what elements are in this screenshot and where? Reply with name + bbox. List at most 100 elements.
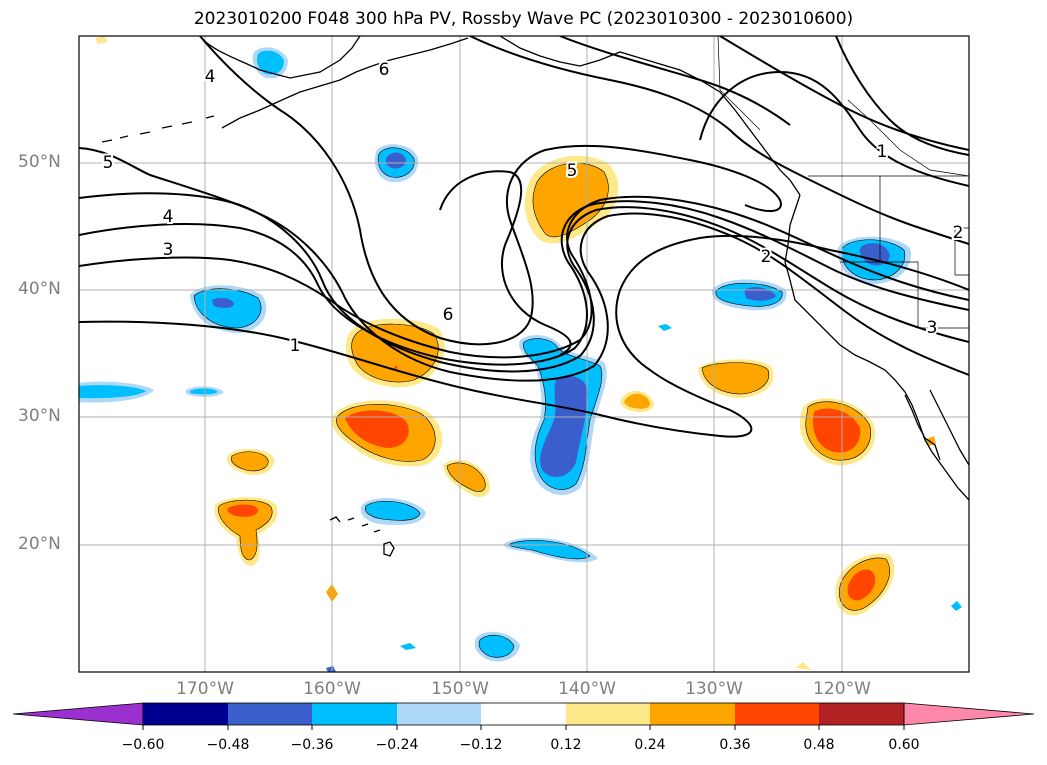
contour-label: 5 xyxy=(567,161,578,181)
anomaly-fill-layer xyxy=(79,36,962,672)
baja-peninsula xyxy=(904,394,941,461)
positive-anomaly xyxy=(218,500,273,560)
lat-tick-label: 20°N xyxy=(18,534,61,554)
colorbar-bin xyxy=(143,703,228,725)
coastlines xyxy=(101,36,969,557)
colorbar-frame xyxy=(142,702,905,726)
colorbar-under-arrow xyxy=(12,702,144,726)
colorbar-bin xyxy=(650,703,735,725)
pv-contour-7 xyxy=(469,36,969,245)
positive-anomaly-core xyxy=(812,408,861,453)
colorbar-label: −0.48 xyxy=(206,737,250,753)
negative-anomaly xyxy=(951,601,962,611)
colorbar-label: −0.12 xyxy=(459,737,503,753)
colorbar-bin xyxy=(566,703,650,725)
negative-anomaly xyxy=(79,385,146,399)
negative-anomaly xyxy=(194,288,262,328)
positive-anomaly xyxy=(95,36,108,44)
positive-anomaly-core xyxy=(394,365,398,370)
contour-labels: 1 2 3 3 4 4 5 5 6 6 1 2 xyxy=(101,58,966,358)
contour-label: 2 xyxy=(761,247,772,267)
hawaii-islands xyxy=(329,516,395,557)
negative-anomaly xyxy=(479,635,514,658)
colorbar xyxy=(12,702,1035,730)
colorbar-label: 0.48 xyxy=(803,737,835,753)
lon-tick-label: 120°W xyxy=(813,679,871,699)
positive-anomaly xyxy=(532,163,609,237)
negative-anomaly xyxy=(658,324,672,331)
political-borders xyxy=(717,36,969,329)
positive-anomaly-core xyxy=(345,410,409,448)
pv-contour-5 xyxy=(79,147,969,382)
pv-contour-4 xyxy=(79,192,969,373)
positive-anomaly xyxy=(351,324,439,382)
positive-anomaly xyxy=(447,462,486,492)
lat-tick-label: 40°N xyxy=(18,279,61,299)
negative-anomaly-core xyxy=(859,243,890,266)
contour-label: 3 xyxy=(163,240,174,260)
lon-tick-label: 160°W xyxy=(303,679,361,699)
colorbar-label: 0.60 xyxy=(888,737,920,753)
anomaly-outline-layer xyxy=(193,147,906,658)
colorbar-bin xyxy=(228,703,312,725)
negative-anomaly xyxy=(365,501,420,521)
map-title: 2023010200 F048 300 hPa PV, Rossby Wave … xyxy=(193,9,854,29)
colorbar-bin xyxy=(312,703,397,725)
gulf-of-california xyxy=(929,389,969,466)
lat-tick-label: 30°N xyxy=(18,406,61,426)
state-borders xyxy=(840,99,969,329)
positive-anomaly xyxy=(624,393,650,409)
north-america-west-coast xyxy=(784,194,969,501)
negative-anomaly-core xyxy=(540,376,588,477)
positive-anomaly-core xyxy=(847,569,876,601)
colorbar-over-arrow xyxy=(903,702,1035,726)
colorbar-label: −0.36 xyxy=(290,737,334,753)
colorbar-bin xyxy=(735,703,819,725)
pv-contour-3 xyxy=(79,200,969,366)
negative-anomaly-core xyxy=(744,287,776,301)
contour-label: 6 xyxy=(443,305,454,325)
colorbar-label: 0.36 xyxy=(719,737,751,753)
negative-anomaly xyxy=(190,388,218,395)
positive-anomaly xyxy=(231,451,269,471)
lon-tick-label: 170°W xyxy=(176,679,234,699)
negative-anomaly xyxy=(326,666,336,672)
positive-anomaly xyxy=(795,662,811,670)
alaska-south-coast xyxy=(371,36,801,196)
colorbar-bin xyxy=(819,703,904,725)
contour-label: 6 xyxy=(379,60,390,80)
alaska-canada-border xyxy=(717,36,761,131)
lon-tick-label: 150°W xyxy=(431,679,489,699)
contour-label: 3 xyxy=(927,318,938,338)
pv-contours xyxy=(79,36,969,438)
pv-contour-1 xyxy=(79,234,969,438)
colorbar-label: 0.12 xyxy=(550,737,582,753)
map-frame xyxy=(78,35,970,673)
contour-label: 5 xyxy=(103,153,114,173)
contour-label: 4 xyxy=(205,67,216,87)
positive-anomaly-core xyxy=(227,504,258,517)
pv-contour-6 xyxy=(199,36,782,346)
negative-anomaly-core xyxy=(212,297,234,309)
colorbar-label: −0.24 xyxy=(375,737,419,753)
aleutian-islands xyxy=(101,115,215,143)
colorbar-bin xyxy=(481,703,566,725)
contour-label: 1 xyxy=(877,142,888,162)
pv-contour-9 xyxy=(699,70,969,187)
pv-contour-8 xyxy=(559,36,969,151)
pv-contour-10 xyxy=(439,170,572,356)
negative-anomaly xyxy=(400,643,416,650)
negative-anomaly xyxy=(256,50,284,75)
contour-label: 1 xyxy=(290,336,301,356)
pv-contour-11 xyxy=(835,36,969,156)
positive-anomaly xyxy=(702,362,769,394)
lat-tick-label: 50°N xyxy=(18,152,61,172)
pv-contour-2 xyxy=(79,195,969,359)
lon-tick-label: 130°W xyxy=(685,679,743,699)
colorbar-label: 0.24 xyxy=(634,737,666,753)
contour-label: 4 xyxy=(163,207,174,227)
colorbar-label: −0.60 xyxy=(121,737,165,753)
lon-tick-label: 140°W xyxy=(558,679,616,699)
alaska-peninsula xyxy=(221,65,373,129)
